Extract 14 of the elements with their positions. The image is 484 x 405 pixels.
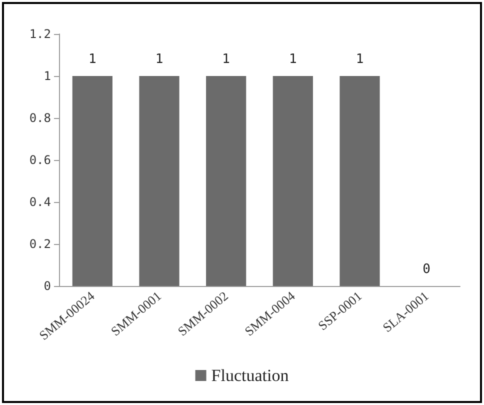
y-tick-label: 0 (44, 279, 51, 293)
data-label: 0 (422, 262, 430, 277)
y-tick-label: 1.2 (29, 27, 51, 41)
y-tick-label: 0.2 (29, 237, 51, 251)
data-label: 1 (88, 52, 96, 67)
legend-label: Fluctuation (211, 366, 290, 385)
y-tick-label: 0.4 (29, 195, 51, 209)
data-label: 1 (155, 52, 164, 67)
data-label: 1 (356, 52, 364, 67)
data-label: 1 (222, 52, 230, 67)
y-tick-label: 0.8 (29, 111, 51, 125)
y-tick-label: 0.6 (29, 153, 51, 167)
data-label: 1 (289, 52, 297, 67)
y-tick-label: 1 (44, 69, 51, 83)
